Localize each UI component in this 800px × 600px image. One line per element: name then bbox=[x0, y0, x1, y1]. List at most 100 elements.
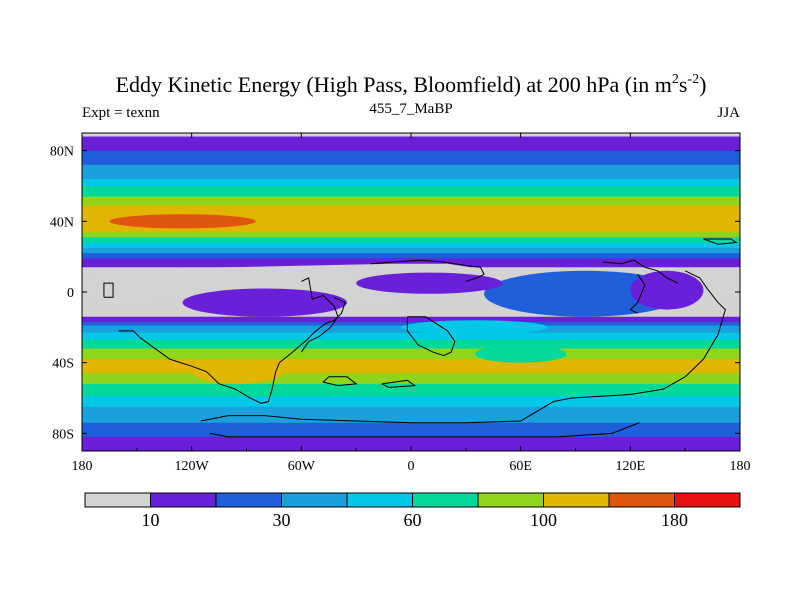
contour-band bbox=[82, 177, 740, 180]
x-tick-label: 120W bbox=[175, 459, 210, 474]
contour-anomaly bbox=[356, 272, 503, 294]
contour-band bbox=[82, 348, 740, 351]
contour-band bbox=[82, 302, 740, 305]
contour-band bbox=[82, 171, 740, 175]
contour-band bbox=[82, 369, 740, 373]
contour-field bbox=[82, 133, 740, 451]
x-tick-label: 120E bbox=[616, 459, 646, 474]
colorbar-box bbox=[281, 492, 348, 508]
chart-title-close: ) bbox=[699, 72, 706, 97]
chart-title-sup1: 2 bbox=[672, 72, 679, 87]
contour-band bbox=[82, 152, 740, 155]
contour-band bbox=[82, 415, 740, 419]
y-tick-label: 40S bbox=[52, 357, 74, 372]
contour-band bbox=[82, 191, 740, 194]
chart-title: Eddy Kinetic Energy (High Pass, Bloomfie… bbox=[116, 72, 707, 97]
contour-band bbox=[82, 249, 740, 252]
colorbar-box bbox=[346, 492, 413, 508]
contour-band bbox=[82, 261, 740, 265]
contour-band bbox=[82, 155, 740, 159]
contour-band bbox=[82, 396, 740, 399]
contour-band bbox=[82, 375, 740, 378]
contour-band bbox=[82, 226, 740, 229]
contour-band bbox=[82, 431, 740, 434]
colorbar-box bbox=[608, 492, 675, 508]
contour-band bbox=[82, 373, 740, 376]
colorbar-box bbox=[215, 492, 282, 508]
contour-band bbox=[82, 383, 740, 387]
contour-band bbox=[82, 428, 740, 431]
contour-band bbox=[82, 376, 740, 380]
contour-anomaly bbox=[630, 270, 704, 310]
chart-title-sup2: -2 bbox=[687, 72, 699, 87]
colorbar-label: 100 bbox=[530, 510, 557, 530]
coastline-outline bbox=[103, 238, 738, 438]
contour-band bbox=[82, 207, 740, 210]
contour-band bbox=[82, 150, 740, 154]
contour-band bbox=[82, 163, 740, 166]
contour-anomaly bbox=[191, 359, 284, 384]
y-tick-label: 0 bbox=[67, 286, 74, 301]
contour-band bbox=[82, 398, 740, 401]
y-axis: 80N 40N 0 40S 80S bbox=[50, 145, 740, 442]
contour-band bbox=[82, 322, 740, 325]
contour-band bbox=[82, 231, 740, 235]
contour-band bbox=[82, 253, 740, 256]
coastline bbox=[300, 277, 339, 353]
colorbar-label: 30 bbox=[273, 510, 291, 530]
contour-band bbox=[82, 300, 740, 304]
contour-band bbox=[82, 443, 740, 447]
contour-band bbox=[82, 332, 740, 335]
contour-band bbox=[82, 380, 740, 383]
x-tick-label: 180 bbox=[72, 459, 93, 474]
y-tick-label: 40N bbox=[50, 215, 74, 230]
coastline bbox=[103, 282, 114, 298]
contour-band bbox=[82, 405, 740, 408]
contour-band bbox=[82, 170, 740, 173]
contour-band bbox=[82, 140, 740, 143]
contour-band bbox=[82, 355, 740, 358]
contour-band bbox=[82, 436, 740, 440]
contour-band bbox=[82, 147, 740, 150]
contour-band bbox=[82, 154, 740, 157]
contour-band bbox=[82, 175, 740, 178]
contour-band bbox=[82, 228, 740, 231]
contour-band bbox=[82, 336, 740, 339]
contour-band bbox=[82, 217, 740, 221]
contour-band bbox=[82, 309, 740, 313]
contour-band bbox=[82, 168, 740, 171]
contour-band bbox=[82, 371, 740, 374]
contour-band bbox=[82, 392, 740, 396]
coastline bbox=[200, 270, 726, 424]
contour-anomaly bbox=[474, 345, 567, 363]
contour-band bbox=[82, 304, 740, 307]
coastline bbox=[406, 316, 456, 357]
contour-band bbox=[82, 143, 740, 146]
contour-band bbox=[82, 193, 740, 196]
contour-band bbox=[82, 362, 740, 366]
contour-band bbox=[82, 403, 740, 406]
contour-band bbox=[82, 345, 740, 348]
contour-band bbox=[82, 426, 740, 429]
contour-band bbox=[82, 337, 740, 341]
contour-band bbox=[82, 182, 740, 185]
contour-band bbox=[82, 161, 740, 164]
contour-band bbox=[82, 406, 740, 410]
x-tick-label: 60E bbox=[509, 459, 532, 474]
contour-band bbox=[82, 378, 740, 381]
coastline bbox=[381, 379, 417, 388]
contour-band bbox=[82, 359, 740, 362]
contour-band bbox=[82, 343, 740, 346]
contour-band bbox=[82, 366, 740, 369]
colorbar-label: 60 bbox=[404, 510, 422, 530]
contour-band bbox=[82, 194, 740, 198]
contour-band bbox=[82, 341, 740, 344]
contour-band bbox=[82, 339, 740, 343]
contour-band bbox=[82, 138, 740, 141]
contour-band bbox=[82, 412, 740, 415]
contour-band bbox=[82, 173, 740, 176]
chart-title-main: Eddy Kinetic Energy (High Pass, Bloomfie… bbox=[116, 72, 672, 97]
contour-band bbox=[82, 239, 740, 242]
contour-band bbox=[82, 413, 740, 417]
contour-band bbox=[82, 352, 740, 355]
